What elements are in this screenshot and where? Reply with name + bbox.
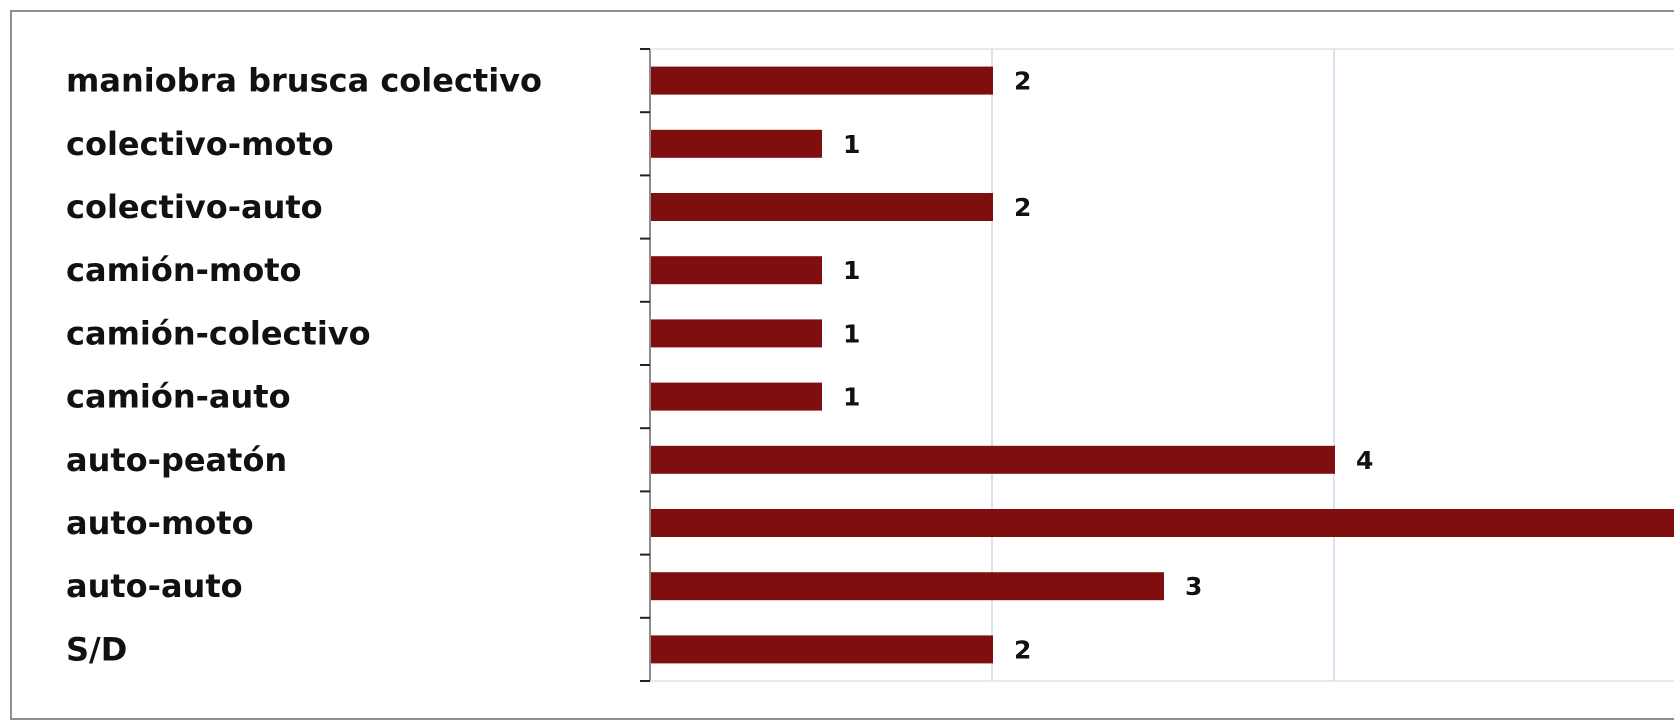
data-label-0: 2 [1014,67,1031,96]
category-label-1: colectivo-moto [66,125,334,163]
bar-2 [651,193,993,221]
data-label-5: 1 [843,383,860,412]
bar-6 [651,445,1335,474]
category-label-6: auto-peatón [66,441,287,479]
data-label-1: 1 [843,130,860,159]
bar-3 [651,256,822,285]
category-label-9: S/D [66,630,127,668]
category-label-0: maniobra brusca colectivo [66,62,542,100]
chart-frame [10,10,1674,720]
data-label-9: 2 [1014,635,1031,664]
bar-5 [651,382,822,411]
data-label-4: 1 [843,319,860,348]
bar-0 [651,66,993,95]
data-label-2: 2 [1014,193,1031,222]
bar-9 [651,635,993,664]
category-label-3: camión-moto [66,251,302,289]
data-label-8: 3 [1185,572,1202,601]
bar-1 [651,129,822,158]
data-label-3: 1 [843,256,860,285]
category-label-7: auto-moto [66,504,254,542]
category-label-5: camión-auto [66,378,291,416]
category-label-2: colectivo-auto [66,188,323,226]
bar-7 [651,509,1674,537]
bar-4 [651,319,822,348]
category-label-4: camión-colectivo [66,314,371,352]
category-label-8: auto-auto [66,567,243,605]
bar-8 [651,572,1164,601]
data-label-6: 4 [1356,446,1373,475]
